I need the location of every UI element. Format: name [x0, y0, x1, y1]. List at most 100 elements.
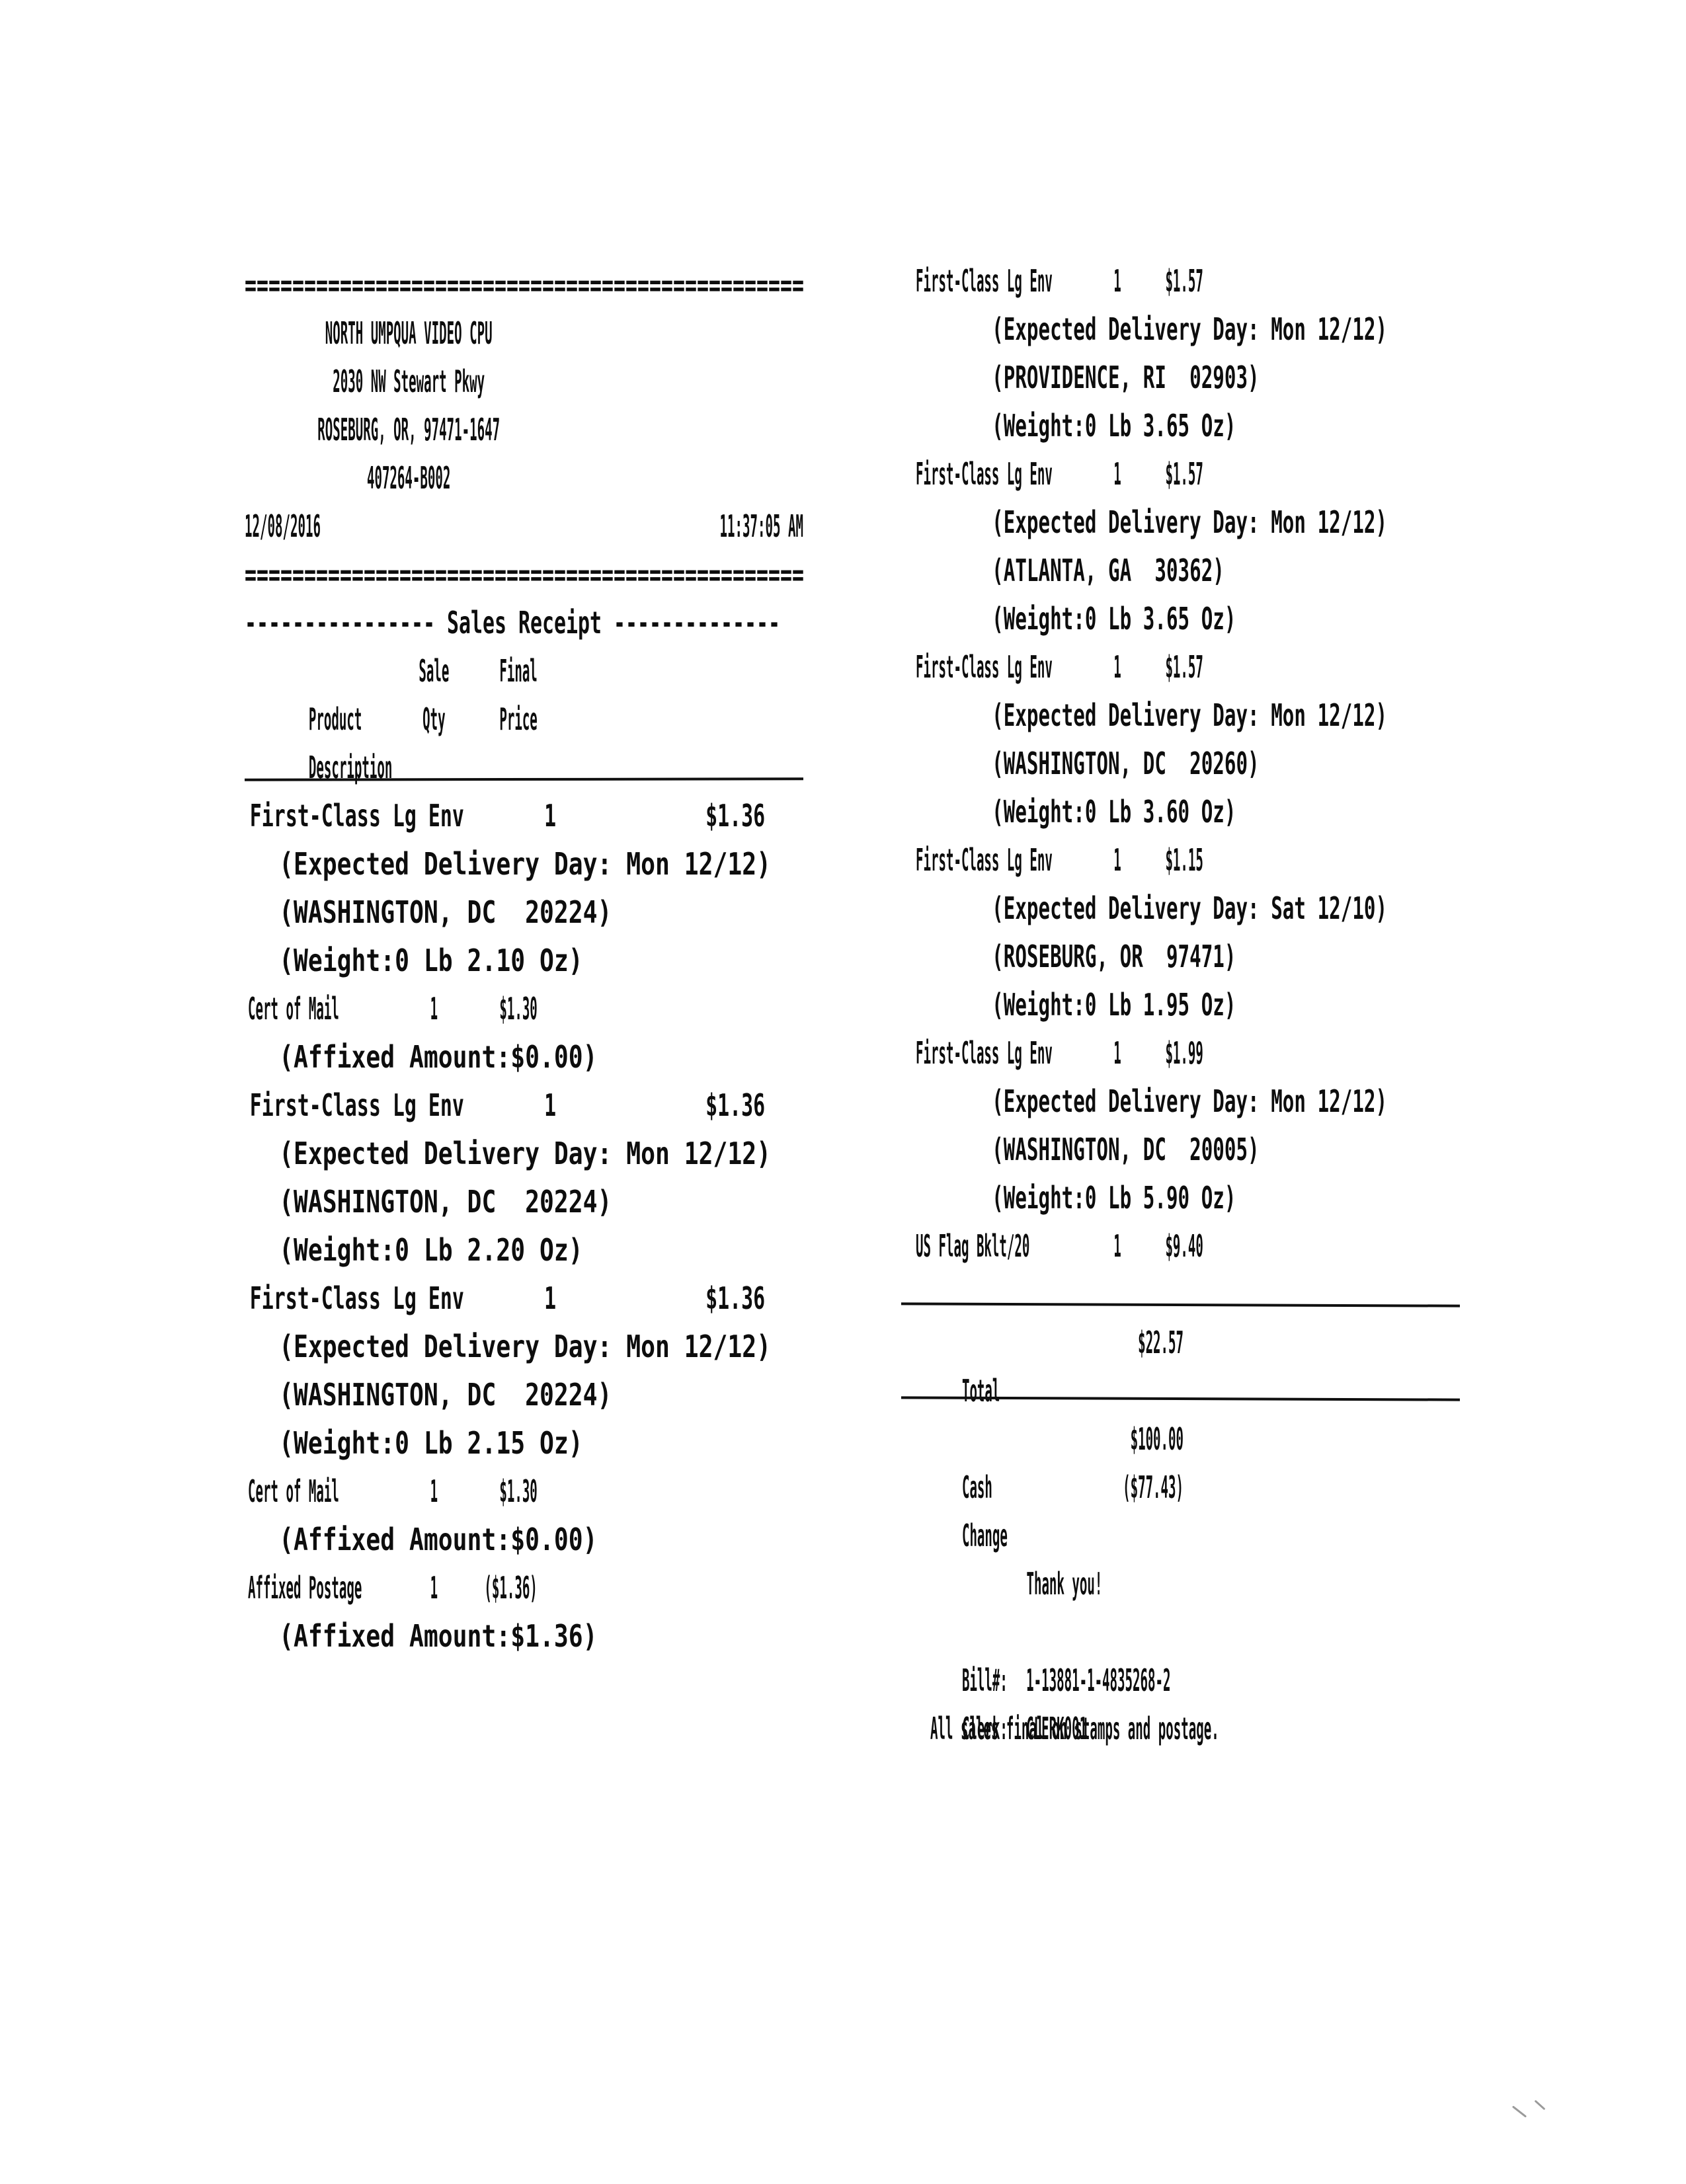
bill-label: Bill#: [961, 1662, 1008, 1698]
receipt-time: 11:37:05 AM [719, 508, 803, 544]
item-name: First-Class Lg Env [249, 798, 464, 834]
item-name: First-Class Lg Env [915, 263, 1053, 299]
right-items-list: First-Class Lg Env 1 $1.57 (Expected Delive… [901, 257, 1460, 1270]
datetime-row: 12/08/2016 11:37:05 AM [245, 502, 803, 551]
item-detail-line: (Weight:0 Lb 1.95 Oz) [901, 981, 1460, 1029]
item-detail: (Expected Delivery Day: Mon 12/12) [279, 1136, 772, 1171]
item-detail: (WASHINGTON, DC 20224) [279, 894, 612, 930]
change-value: ($77.43) [1123, 1469, 1184, 1505]
receipt-right-column: First-Class Lg Env 1 $1.57 (Expected Delive… [901, 257, 1460, 1753]
double-dash-line: ========================================… [245, 557, 805, 592]
item-detail-line: (Expected Delivery Day: Mon 12/12) [245, 1130, 803, 1178]
rule-line [901, 1270, 1460, 1319]
sales-receipt-title: ---------------- Sales Receipt ---------… [245, 605, 781, 641]
clerk-row: Clerk: CLERK001 [901, 1657, 1460, 1746]
receipt-line-item: First-Class Lg Env 1 $1.36 [245, 1274, 803, 1323]
col-qty-header: Sale [419, 653, 450, 689]
item-name: US Flag Bklt/20 [915, 1228, 1030, 1264]
col-price-header: Final [499, 653, 538, 689]
item-price: $9.40 [1165, 1228, 1203, 1264]
final-sale-notice: All sales final on stamps and postage. [930, 1711, 1219, 1746]
item-detail: (Weight:0 Lb 3.60 Oz) [992, 794, 1236, 830]
item-detail-line: (Expected Delivery Day: Mon 12/12) [901, 305, 1460, 354]
item-name: First-Class Lg Env [249, 1280, 464, 1316]
item-detail: (ROSEBURG, OR 97471) [992, 939, 1236, 974]
store-city-zip: ROSEBURG, OR, 97471-1647 [317, 412, 501, 448]
item-detail-line: (Weight:0 Lb 2.15 Oz) [245, 1419, 803, 1467]
item-detail-line: (Affixed Amount:$0.00) [245, 1516, 803, 1564]
item-detail-line: (Expected Delivery Day: Sat 12/10) [901, 884, 1460, 933]
item-detail-line: (Affixed Amount:$1.36) [245, 1612, 803, 1660]
item-detail-line: (Weight:0 Lb 3.65 Oz) [901, 402, 1460, 450]
item-qty: 1 [1113, 842, 1121, 878]
store-name: NORTH UMPQUA VIDEO CPU [325, 315, 493, 351]
spacer-row [901, 1512, 1460, 1560]
item-price: $1.57 [1165, 456, 1203, 492]
rule-line [245, 744, 803, 792]
rule-line [901, 1367, 1460, 1415]
item-detail: (Expected Delivery Day: Mon 12/12) [992, 697, 1388, 733]
thanks-row: Thank you! [901, 1560, 1460, 1608]
item-name: Cert of Mail [247, 991, 339, 1027]
item-detail: (Weight:0 Lb 3.65 Oz) [992, 408, 1236, 444]
item-name: Affixed Postage [247, 1570, 362, 1606]
item-detail: (Affixed Amount:$1.36) [279, 1618, 598, 1654]
item-detail-line: (Expected Delivery Day: Mon 12/12) [901, 1077, 1460, 1126]
item-qty: 1 [544, 1280, 557, 1316]
item-detail-line: (Weight:0 Lb 3.60 Oz) [901, 788, 1460, 836]
table-header-row-1: Product Sale Final [245, 647, 803, 737]
item-detail-line: (Expected Delivery Day: Mon 12/12) [901, 498, 1460, 547]
item-qty: 1 [1113, 1035, 1121, 1071]
item-qty: 1 [544, 1087, 557, 1123]
receipt-line-item: Cert of Mail 1 $1.30 [245, 1467, 803, 1516]
separator-top: ========================================… [245, 261, 804, 309]
bill-number-row: Bill#: 1-13881-1-4835268-2 [901, 1608, 1460, 1698]
item-detail-line: (Weight:0 Lb 3.65 Oz) [901, 595, 1460, 643]
terminal-id: 407264-B002 [366, 460, 451, 496]
col-price-header: Price [499, 701, 538, 737]
item-detail: (Expected Delivery Day: Mon 12/12) [992, 311, 1388, 347]
item-detail: (Weight:0 Lb 2.20 Oz) [279, 1232, 583, 1268]
item-detail-line: (Expected Delivery Day: Mon 12/12) [245, 840, 803, 888]
item-detail: (Weight:0 Lb 5.90 Oz) [992, 1180, 1236, 1216]
item-detail: (Expected Delivery Day: Mon 12/12) [992, 1083, 1388, 1119]
item-detail-line: (ATLANTA, GA 30362) [901, 547, 1460, 595]
section-title-row: ---------------- Sales Receipt ---------… [245, 599, 803, 647]
cash-value: $100.00 [1130, 1421, 1184, 1457]
receipt-left-column: ========================================… [245, 261, 805, 1660]
store-city-row: ROSEBURG, OR, 97471-1647 [245, 406, 803, 454]
store-address-row: 2030 NW Stewart Pkwy [245, 358, 803, 406]
item-detail: (Weight:0 Lb 2.10 Oz) [279, 943, 583, 978]
item-qty: 1 [544, 798, 557, 834]
item-detail: (WASHINGTON, DC 20260) [992, 746, 1260, 781]
item-detail: (WASHINGTON, DC 20005) [992, 1132, 1260, 1167]
receipt-line-item: Cert of Mail 1 $1.30 [245, 985, 803, 1033]
final-notice-row: All sales final on stamps and postage. [901, 1705, 1460, 1753]
item-detail-line: (WASHINGTON, DC 20005) [901, 1126, 1460, 1174]
item-qty: 1 [1113, 1228, 1121, 1264]
clerk-id: CLERK001 [1026, 1711, 1088, 1746]
scan-noise-mark [1511, 2099, 1550, 2119]
item-price: $1.57 [1165, 649, 1203, 685]
item-detail: (Weight:0 Lb 1.95 Oz) [992, 987, 1236, 1023]
item-price: $1.99 [1165, 1035, 1203, 1071]
item-price: $1.36 [705, 1087, 766, 1123]
item-price: $1.30 [499, 1473, 538, 1509]
item-price: $1.36 [705, 798, 766, 834]
item-detail: (PROVIDENCE, RI 02903) [992, 360, 1260, 395]
item-detail: (Weight:0 Lb 2.15 Oz) [279, 1425, 583, 1461]
change-row: Change ($77.43) [901, 1463, 1460, 1553]
item-name: First-Class Lg Env [249, 1087, 464, 1123]
item-price: ($1.36) [484, 1570, 538, 1606]
receipt-line-item: First-Class Lg Env 1 $1.57 [901, 643, 1460, 691]
item-detail-line: (WASHINGTON, DC 20224) [245, 1371, 803, 1419]
item-detail-line: (Weight:0 Lb 5.90 Oz) [901, 1174, 1460, 1222]
item-qty: 1 [430, 1473, 438, 1509]
item-price: $1.57 [1165, 263, 1203, 299]
item-qty: 1 [430, 991, 438, 1027]
item-detail-line: (WASHINGTON, DC 20224) [245, 1178, 803, 1226]
item-detail: (Expected Delivery Day: Mon 12/12) [992, 504, 1388, 540]
item-detail-line: (Weight:0 Lb 2.10 Oz) [245, 937, 803, 985]
cash-row: Cash $100.00 [901, 1415, 1460, 1505]
item-detail-line: (Expected Delivery Day: Mon 12/12) [901, 691, 1460, 740]
